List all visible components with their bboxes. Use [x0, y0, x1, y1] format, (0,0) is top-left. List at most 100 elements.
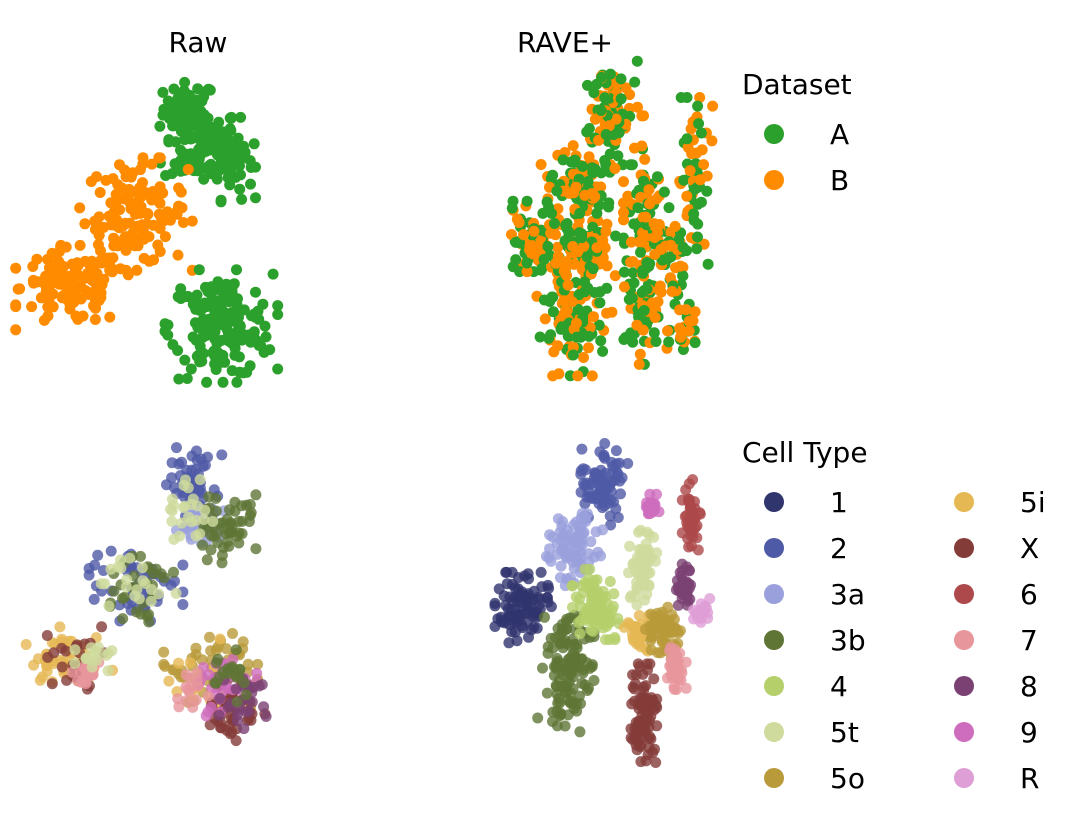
- legend-item: 4: [742, 663, 932, 709]
- scatter-point: [639, 594, 651, 606]
- scatter-point: [172, 249, 184, 261]
- scatter-point: [103, 600, 115, 612]
- scatter-point: [204, 719, 216, 731]
- legend-item: 3b: [742, 617, 932, 663]
- scatter-point: [100, 174, 112, 186]
- scatter-point: [638, 681, 650, 693]
- scatter-point: [572, 246, 584, 258]
- scatter-point: [586, 162, 598, 174]
- scatter-point: [198, 514, 210, 525]
- scatter-point: [172, 345, 184, 356]
- scatter-point: [215, 196, 227, 208]
- scatter-point: [689, 337, 701, 349]
- scatter-point: [191, 350, 203, 362]
- scatter-point: [179, 76, 191, 88]
- scatter-point: [120, 171, 132, 183]
- scatter-point: [658, 186, 670, 198]
- scatter-point: [662, 253, 674, 265]
- scatter-point: [619, 281, 630, 293]
- scatter-point: [230, 735, 242, 747]
- celltype-legend: Cell Type 1 2 3a 3b 4 5t 5o 5i X 6 7 8 9 R: [742, 436, 1052, 801]
- scatter-point: [618, 197, 629, 209]
- scatter-point: [642, 544, 654, 556]
- scatter-point: [187, 701, 199, 713]
- scatter-point: [131, 264, 143, 276]
- scatter-point: [593, 134, 604, 146]
- scatter-point: [250, 192, 261, 204]
- celltype-legend-items: 1 2 3a 3b 4 5t 5o 5i X 6 7 8 9 R: [742, 479, 1052, 801]
- scatter-point: [596, 502, 608, 514]
- scatter-point: [629, 76, 641, 88]
- scatter-point: [180, 474, 191, 486]
- scatter-point: [220, 278, 232, 290]
- scatter-point: [603, 612, 615, 624]
- scatter-point: [95, 245, 106, 257]
- scatter-point: [601, 307, 613, 319]
- scatter-point: [644, 198, 656, 210]
- scatter-point: [573, 289, 585, 301]
- scatter-point: [194, 165, 206, 177]
- scatter-point: [10, 324, 22, 336]
- scatter-point: [552, 697, 564, 709]
- scatter-point: [688, 214, 700, 226]
- scatter-point: [80, 670, 92, 682]
- scatter-point: [594, 618, 606, 630]
- legend-item: 7: [932, 617, 1052, 663]
- scatter-point: [647, 621, 659, 633]
- legend-item: 5i: [932, 479, 1052, 525]
- scatter-point: [594, 297, 606, 309]
- scatter-point: [535, 159, 547, 170]
- scatter-point: [532, 712, 544, 724]
- scatter-point: [177, 599, 189, 610]
- scatter-point: [182, 163, 194, 175]
- scatter-point: [558, 295, 570, 307]
- legend-label: 9: [1020, 715, 1038, 749]
- legend-marker: [954, 676, 974, 696]
- legend-label: 3a: [830, 577, 865, 611]
- scatter-point: [216, 549, 228, 561]
- scatter-point: [648, 673, 660, 685]
- scatter-point: [595, 105, 607, 116]
- scatter-point: [632, 101, 643, 113]
- scatter-point: [579, 276, 591, 288]
- scatter-point: [600, 493, 612, 504]
- scatter-point: [545, 632, 557, 644]
- scatter-point: [600, 479, 612, 491]
- scatter-point: [105, 545, 117, 557]
- rave-celltype-scatter: [489, 438, 716, 768]
- legend-item: 3a: [742, 571, 932, 617]
- scatter-point: [192, 98, 204, 110]
- scatter-point: [624, 89, 636, 101]
- scatter-point: [563, 228, 575, 240]
- scatter-point: [574, 207, 586, 219]
- scatter-point: [214, 310, 226, 322]
- scatter-point: [137, 158, 149, 170]
- legend-marker: [954, 584, 974, 604]
- scatter-point: [182, 684, 194, 695]
- scatter-point: [680, 484, 692, 496]
- scatter-point: [54, 621, 66, 633]
- scatter-point: [632, 202, 644, 214]
- scatter-point: [671, 656, 683, 668]
- scatter-point: [250, 489, 262, 501]
- scatter-point: [625, 236, 637, 248]
- scatter-point: [583, 548, 595, 560]
- scatter-point: [566, 580, 578, 592]
- scatter-point: [675, 260, 686, 272]
- scatter-point: [136, 562, 148, 574]
- legend-label: 2: [830, 531, 848, 565]
- scatter-point: [173, 373, 185, 385]
- scatter-point: [191, 445, 202, 457]
- scatter-point: [232, 715, 243, 727]
- scatter-point: [56, 661, 68, 673]
- scatter-point: [687, 531, 699, 543]
- scatter-point: [231, 376, 243, 388]
- scatter-point: [531, 622, 543, 634]
- scatter-point: [175, 293, 187, 304]
- scatter-point: [42, 285, 54, 297]
- scatter-point: [207, 131, 219, 143]
- scatter-point: [689, 306, 701, 318]
- scatter-point: [176, 456, 188, 468]
- scatter-point: [649, 743, 660, 755]
